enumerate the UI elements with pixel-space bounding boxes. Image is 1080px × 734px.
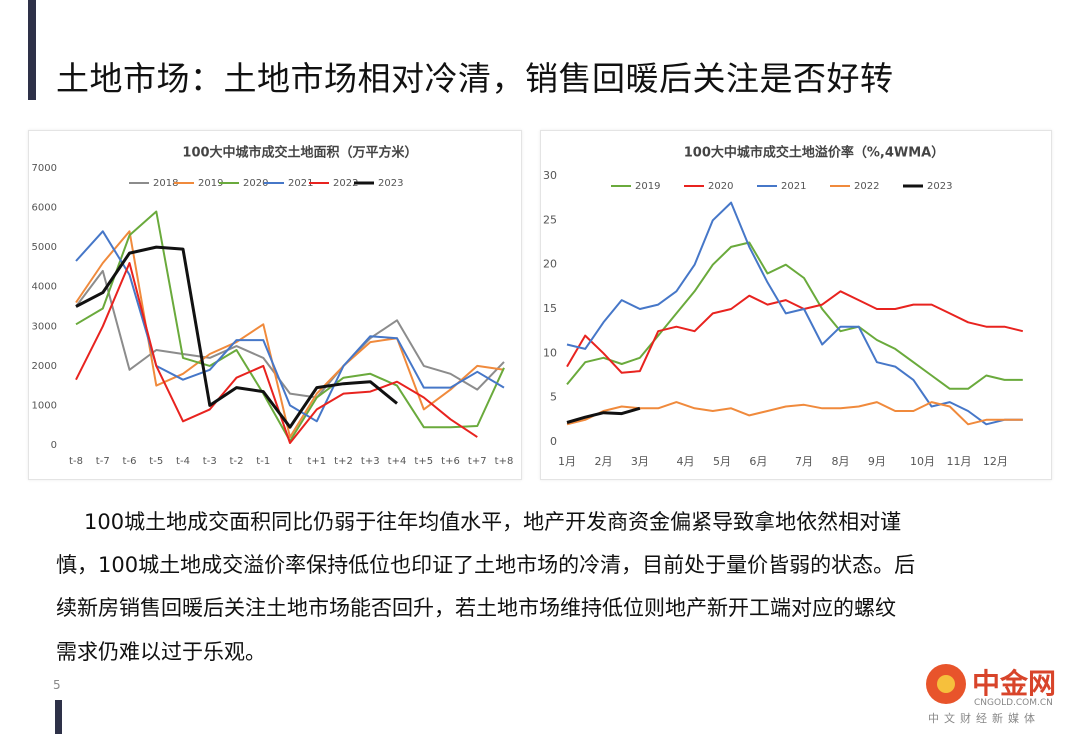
x-tick-label: 8月	[831, 455, 849, 468]
x-tick-label: 5月	[713, 455, 731, 468]
x-tick-label: t	[288, 456, 292, 467]
chart-title: 100大中城市成交土地面积（万平方米）	[182, 145, 417, 161]
series-line	[566, 201, 1023, 426]
x-tick-label: t+5	[414, 456, 433, 467]
chart-panel: 100大中城市成交土地面积（万平方米） 0 1000 2000 3000 4000 5000…	[28, 130, 522, 480]
legend-label: 2020	[243, 178, 268, 189]
y-tick-label: 0	[550, 435, 557, 448]
legend-label: 2021	[781, 181, 806, 192]
y-tick-label: 0	[51, 440, 57, 451]
legend-label: 2022	[333, 178, 358, 189]
chart: 100大中城市成交土地溢价率（%,4WMA） 0 5 10 15 20 25 30 1月 2月 3月…	[543, 145, 1024, 468]
chart-panel: 100大中城市成交土地溢价率（%,4WMA） 0 5 10 15 20 25 30 1月 2月 3月…	[540, 130, 1052, 480]
series-line	[566, 290, 1024, 374]
paragraph-line: 续新房销售回暖后关注土地市场能否回升，若土地市场维持低位则地产新开工端对应的螺纹	[56, 596, 896, 620]
x-tick-label: 1月	[558, 455, 576, 468]
legend-label: 2022	[854, 181, 879, 192]
x-tick-label: t-5	[149, 456, 163, 467]
x-tick-label: 4月	[677, 455, 695, 468]
logo-tagline: 中文财经新媒体	[928, 712, 1040, 725]
legend-label: 2019	[198, 178, 223, 189]
x-tick-label: 9月	[868, 455, 886, 468]
series-line	[75, 245, 398, 429]
x-tick-label: t-4	[176, 456, 190, 467]
y-tick-label: 15	[543, 302, 557, 315]
x-tick-label: t+7	[468, 456, 487, 467]
x-tick-label: t-1	[256, 456, 270, 467]
series-line	[75, 262, 478, 444]
series-line	[75, 269, 505, 399]
logo-url: CNGOLD.COM.CN	[974, 698, 1053, 708]
x-tick-label: 10月	[910, 455, 935, 468]
chart-title: 100大中城市成交土地溢价率（%,4WMA）	[684, 145, 944, 161]
y-tick-label: 6000	[32, 203, 57, 214]
x-tick-label: 3月	[631, 455, 649, 468]
y-tick-label: 20	[543, 258, 557, 271]
legend-label: 2019	[635, 181, 660, 192]
accent-bar	[28, 0, 36, 100]
x-tick-label: t+8	[495, 456, 514, 467]
page-number: 5	[53, 678, 61, 692]
legend-label: 2023	[927, 181, 952, 192]
x-tick-label: 12月	[983, 455, 1008, 468]
y-tick-label: 25	[543, 213, 557, 226]
x-tick-label: t-2	[230, 456, 244, 467]
y-tick-label: 2000	[32, 361, 57, 372]
y-tick-label: 5000	[32, 242, 57, 253]
logo-icon	[926, 664, 966, 704]
x-tick-label: t-3	[203, 456, 217, 467]
slide-title: 土地市场：土地市场相对冷清，销售回暖后关注是否好转	[56, 59, 894, 98]
legend-label: 2018	[153, 178, 178, 189]
x-tick-label: 11月	[946, 455, 971, 468]
series-line	[75, 210, 505, 442]
paragraph-line: 100城土地成交面积同比仍弱于往年均值水平，地产开发商资金偏紧导致拿地依然相对谨	[84, 510, 902, 534]
x-tick-label: 6月	[749, 455, 767, 468]
y-tick-label: 10	[543, 346, 557, 359]
accent-bar	[55, 700, 62, 734]
x-tick-label: t-7	[96, 456, 110, 467]
y-tick-label: 5	[550, 391, 557, 404]
x-tick-label: t-6	[123, 456, 137, 467]
series-line	[566, 401, 1023, 426]
legend-label: 2020	[708, 181, 733, 192]
y-tick-label: 7000	[32, 163, 57, 174]
x-tick-label: 7月	[795, 455, 813, 468]
x-tick-label: t+2	[334, 456, 353, 467]
logo-name: 中金网	[972, 667, 1057, 700]
paragraph-line: 需求仍难以过于乐观。	[56, 640, 266, 664]
series-line	[566, 241, 1023, 390]
legend-label: 2021	[288, 178, 313, 189]
x-tick-label: t+4	[388, 456, 407, 467]
y-tick-label: 4000	[32, 282, 57, 293]
paragraph-line: 慎，100城土地成交溢价率保持低位也印证了土地市场的冷清，目前处于量价皆弱的状态…	[56, 553, 916, 577]
x-tick-label: 2月	[594, 455, 612, 468]
y-tick-label: 3000	[32, 321, 57, 332]
y-tick-label: 1000	[32, 400, 57, 411]
x-tick-label: t+3	[361, 456, 380, 467]
y-tick-label: 30	[543, 169, 557, 182]
x-tick-label: t+6	[441, 456, 460, 467]
legend-label: 2023	[378, 178, 403, 189]
x-tick-label: t+1	[307, 456, 326, 467]
x-tick-label: t-8	[69, 456, 83, 467]
watermark-logo: 中金网 CNGOLD.COM.CN 中文财经新媒体	[920, 660, 1070, 730]
chart: 100大中城市成交土地面积（万平方米） 0 1000 2000 3000 4000 5000…	[32, 145, 514, 468]
series-line	[566, 406, 641, 424]
